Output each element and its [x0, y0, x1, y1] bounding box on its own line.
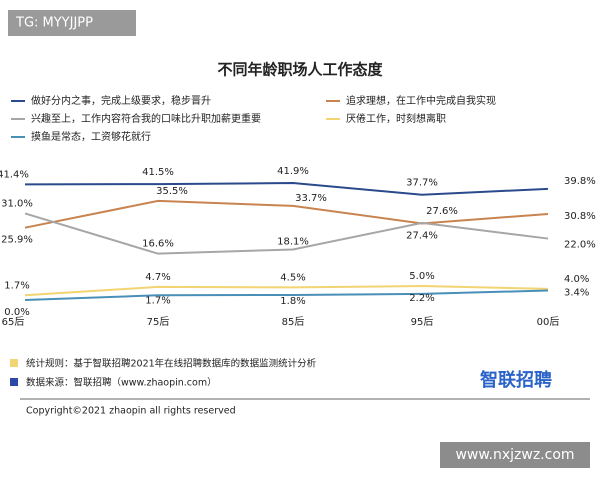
- data-label: 33.7%: [295, 193, 327, 204]
- data-label: 1.7%: [4, 280, 29, 291]
- data-label: 27.6%: [426, 206, 458, 217]
- legend-label: 做好分内之事，完成上级要求，稳步晋升: [31, 94, 211, 107]
- series-line: [24, 212, 549, 255]
- data-label: 41.5%: [142, 167, 174, 178]
- data-label: 1.7%: [145, 295, 170, 306]
- data-label: 18.1%: [277, 236, 309, 247]
- data-label: 25.9%: [1, 235, 33, 246]
- series-line: [24, 181, 549, 196]
- legend-label: 厌倦工作，时刻想离职: [346, 112, 446, 125]
- series-line: [24, 285, 549, 297]
- data-label: 30.8%: [564, 211, 596, 222]
- data-label: 37.7%: [406, 178, 438, 189]
- data-label: 2.2%: [409, 293, 434, 304]
- data-label: 0.0%: [4, 307, 29, 318]
- copyright: Copyright©2021 zhaopin all rights reserv…: [26, 406, 236, 417]
- watermark: TG: MYYJJPP: [15, 16, 93, 31]
- chart-title: 不同年龄职场人工作态度: [217, 61, 383, 79]
- data-label: 41.4%: [0, 169, 29, 180]
- data-label: 35.5%: [156, 186, 188, 197]
- watermark-box: [8, 10, 136, 36]
- data-label: 4.0%: [564, 274, 589, 285]
- data-label: 27.4%: [406, 230, 438, 241]
- site: www.nxjzwz.com: [455, 447, 574, 463]
- data-label: 4.5%: [280, 272, 305, 283]
- data-label: 1.8%: [280, 296, 305, 307]
- data-label: 22.0%: [564, 240, 596, 251]
- data-label: 4.7%: [145, 272, 170, 283]
- data-label: 16.6%: [142, 239, 174, 250]
- data-label: 41.9%: [277, 166, 309, 177]
- logo: 智联招聘: [480, 369, 552, 391]
- legend-label: 追求理想，在工作中完成自我实现: [346, 94, 496, 107]
- series-line: [24, 289, 549, 301]
- footer-source: 数据来源：智联招聘（www.zhaopin.com）: [26, 377, 217, 389]
- data-label: 39.8%: [564, 176, 596, 187]
- data-label: 31.0%: [1, 198, 33, 209]
- x-tick-label: 85后: [282, 316, 305, 328]
- footer-icon: [10, 378, 18, 386]
- x-tick-label: 65后: [2, 316, 25, 328]
- footer-rule: 统计规则：基于智联招聘2021年在线招聘数据库的数据监测统计分析: [26, 358, 317, 370]
- data-label: 5.0%: [409, 271, 434, 282]
- series-line: [24, 199, 549, 229]
- legend-label: 摸鱼是常态，工资够花就行: [31, 130, 151, 143]
- data-label: 3.4%: [564, 288, 589, 299]
- x-tick-label: 00后: [537, 316, 560, 328]
- legend-label: 兴趣至上，工作内容符合我的口味比升职加薪更重要: [31, 112, 261, 125]
- x-tick-label: 75后: [147, 316, 170, 328]
- x-tick-label: 95后: [411, 316, 434, 328]
- site-box: [440, 442, 590, 468]
- footer-icon: [10, 359, 18, 367]
